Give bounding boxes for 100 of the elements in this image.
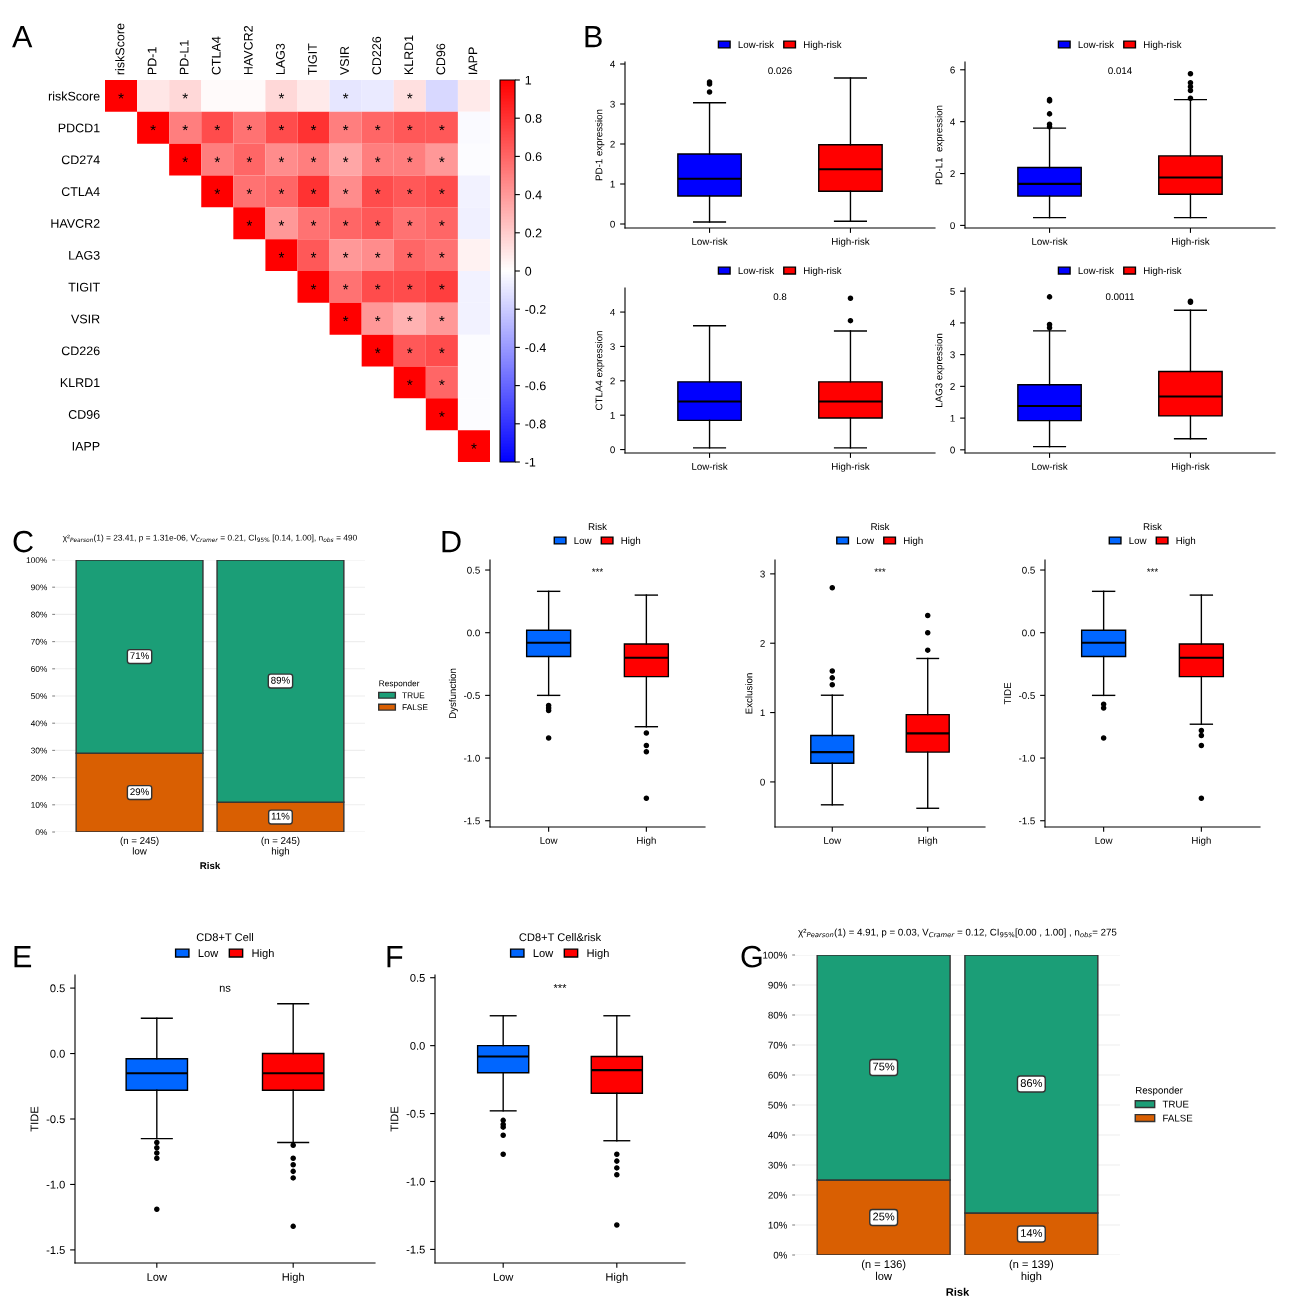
y-tick-label: 0 [760, 778, 765, 786]
y-tick-label: riskScore [48, 91, 100, 101]
legend-title: Responder [379, 680, 420, 688]
color-bar-label: 0.8 [525, 114, 542, 123]
data-label: * [342, 284, 349, 290]
y-tick-label: 4 [610, 60, 615, 68]
y-tick-label: 4 [950, 118, 955, 126]
data-label: * [310, 220, 317, 226]
y-tick-label: 6 [950, 66, 955, 74]
color-bar-label: 0.6 [525, 152, 542, 162]
chart-title: E [14, 946, 32, 968]
x-tick-label: High [606, 1272, 628, 1284]
y-tick-label: 80% [768, 1011, 788, 1019]
y-tick-label: -0.5 [463, 692, 480, 699]
annotation: *** [591, 568, 604, 572]
data-label: * [374, 316, 381, 322]
data-label: * [374, 284, 381, 290]
y-tick-label: 0.0 [467, 629, 480, 637]
x-tick-label: HAVCR2 [243, 25, 253, 75]
y-tick-label: 20% [31, 774, 48, 781]
data-label: * [439, 316, 445, 322]
data-label: * [374, 252, 381, 258]
legend-label: High [621, 536, 641, 546]
y-tick-label: HAVCR2 [51, 219, 100, 228]
y-tick-label: VSIR [71, 314, 100, 324]
annotation: 0.0011 [1105, 293, 1135, 301]
data-label: * [342, 188, 349, 195]
y-tick-label: 70% [768, 1041, 788, 1049]
x-tick-label: High [918, 836, 938, 846]
y-tick-label: IAPP [72, 442, 100, 451]
chart-title: D [442, 531, 461, 553]
color-bar-label: -0.6 [525, 381, 546, 391]
legend-label: FALSE [1163, 1114, 1193, 1122]
y-tick-label: PDCD1 [58, 123, 100, 133]
y-tick-label: KLRD1 [60, 378, 100, 387]
y-tick-label: 0 [950, 222, 955, 230]
x-tick-label: PD-1 [147, 47, 157, 75]
annotation: 0.014 [1108, 67, 1132, 75]
y-tick-label: 2 [950, 170, 955, 178]
data-label: * [439, 125, 445, 131]
data-label: * [310, 156, 317, 163]
y-tick-label: 3 [760, 570, 765, 578]
x-tick-label: (n = 245) high [261, 836, 300, 857]
data-label: * [439, 188, 445, 195]
data-label: * [374, 188, 381, 195]
data-label: * [214, 188, 221, 195]
y-tick-label: 4 [610, 308, 615, 316]
y-tick-label: 30% [768, 1161, 788, 1169]
x-tick-label: CD96 [436, 43, 446, 75]
x-tick-label: High [637, 836, 656, 846]
x-axis-title: Risk [946, 1287, 970, 1296]
x-tick-label: Low [1095, 837, 1113, 844]
legend-label: TRUE [1162, 1100, 1189, 1108]
legend-label: High [904, 536, 923, 546]
color-bar-label: -0.2 [525, 305, 546, 314]
y-axis-title: Exclusion [745, 673, 753, 714]
data-label: 14% [1021, 1229, 1043, 1237]
color-bar-label: 0.2 [525, 228, 542, 238]
data-label: * [214, 156, 221, 163]
y-tick-label: 90% [31, 584, 48, 591]
data-label: * [407, 156, 413, 163]
y-tick-label: 100% [763, 951, 788, 959]
y-tick-label: 4 [950, 319, 955, 327]
y-tick-label: 2 [610, 377, 615, 385]
y-tick-label: -1.5 [46, 1246, 65, 1255]
legend-title: Risk [871, 522, 890, 531]
y-tick-label: 0 [610, 220, 615, 228]
chart-title: G [741, 945, 762, 968]
legend-title: Risk [588, 522, 607, 531]
data-label: * [439, 379, 445, 386]
data-label: * [374, 347, 381, 354]
x-tick-label: CTLA4 [211, 36, 221, 75]
data-label: * [246, 156, 253, 163]
x-tick-label: Low-risk [1032, 462, 1068, 470]
y-tick-label: LAG3 [69, 250, 100, 260]
legend-label: Low [1129, 537, 1147, 544]
legend-title: CD8+T Cell [196, 932, 254, 942]
y-tick-label: 1 [760, 709, 765, 717]
y-tick-label: 70% [31, 638, 48, 645]
annotation: ns [219, 985, 231, 992]
data-label: * [246, 188, 253, 195]
data-label: * [342, 125, 349, 131]
legend-label: Low-risk [1078, 266, 1115, 275]
data-label: * [407, 252, 413, 258]
x-tick-label: Low-risk [692, 237, 728, 245]
y-tick-label: -1.5 [463, 817, 480, 825]
y-tick-label: -1.0 [46, 1180, 65, 1189]
text: χ²$_{Pearson}$(1) = 23.41, p = 1.31e-06, V̂$_{Cramer}$ = 0.21, CI$_{95%}$ [0.14, 1.00], n$_{obs}$ = 490 [62, 534, 357, 543]
text: χ²$_{Pearson}$(1) = 4.91, p = 0.03, V$_{Cramer}$ = 0.12, CI$_{95%}$[0.00 , 1.00] , n$_{obs}$= 275 [798, 928, 1117, 938]
y-tick-label: 1 [610, 180, 615, 188]
x-tick-label: VSIR [340, 46, 349, 76]
data-label: 89% [271, 676, 290, 684]
color-bar-label: -1 [525, 457, 536, 467]
data-label: * [407, 188, 413, 195]
y-tick-label: 60% [768, 1071, 788, 1079]
data-label: * [471, 443, 477, 449]
legend-label: Low [533, 949, 554, 958]
y-axis-title: PD-1 expression [595, 109, 605, 181]
annotation: 0.026 [768, 67, 792, 75]
data-label: * [150, 125, 156, 131]
